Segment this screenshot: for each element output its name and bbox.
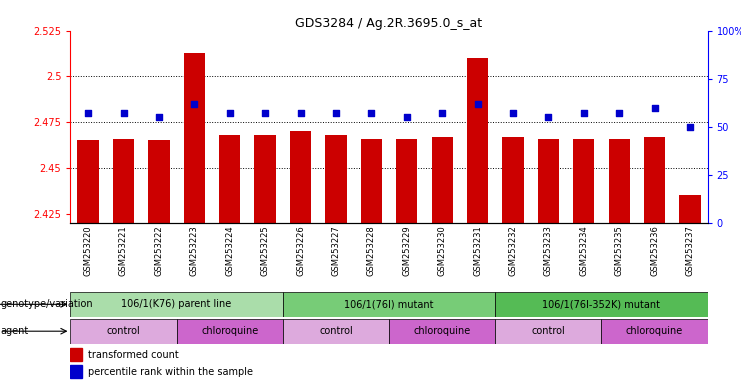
- Point: [648, 104, 660, 111]
- Text: chloroquine: chloroquine: [201, 326, 259, 336]
- Point: [401, 114, 413, 120]
- Point: [330, 110, 342, 116]
- Text: 106/1(76I) mutant: 106/1(76I) mutant: [345, 299, 433, 310]
- Point: [295, 110, 307, 116]
- Point: [436, 110, 448, 116]
- Title: GDS3284 / Ag.2R.3695.0_s_at: GDS3284 / Ag.2R.3695.0_s_at: [296, 17, 482, 30]
- Text: control: control: [319, 326, 353, 336]
- Bar: [283, 319, 389, 344]
- Bar: [608, 139, 630, 223]
- Point: [542, 114, 554, 120]
- Bar: [113, 139, 134, 223]
- Point: [224, 110, 236, 116]
- Text: percentile rank within the sample: percentile rank within the sample: [88, 367, 253, 377]
- Bar: [389, 319, 495, 344]
- Point: [684, 124, 696, 130]
- Bar: [254, 135, 276, 223]
- Text: agent: agent: [1, 326, 29, 336]
- Bar: [679, 195, 700, 223]
- Text: 106/1(76I-352K) mutant: 106/1(76I-352K) mutant: [542, 299, 660, 310]
- Bar: [361, 139, 382, 223]
- Point: [82, 110, 94, 116]
- Bar: [573, 139, 594, 223]
- Bar: [70, 348, 82, 361]
- Text: chloroquine: chloroquine: [413, 326, 471, 336]
- Bar: [325, 135, 347, 223]
- Point: [188, 101, 200, 107]
- Bar: [495, 292, 708, 317]
- Point: [614, 110, 625, 116]
- Bar: [283, 292, 495, 317]
- Bar: [502, 137, 524, 223]
- Point: [118, 110, 130, 116]
- Bar: [78, 141, 99, 223]
- Point: [507, 110, 519, 116]
- Bar: [290, 131, 311, 223]
- Text: chloroquine: chloroquine: [626, 326, 683, 336]
- Bar: [176, 319, 283, 344]
- Point: [365, 110, 377, 116]
- Point: [259, 110, 271, 116]
- Bar: [70, 319, 176, 344]
- Text: transformed count: transformed count: [88, 349, 179, 359]
- Text: control: control: [107, 326, 140, 336]
- Bar: [602, 319, 708, 344]
- Point: [578, 110, 590, 116]
- Point: [471, 101, 483, 107]
- Text: genotype/variation: genotype/variation: [1, 299, 93, 310]
- Bar: [644, 137, 665, 223]
- Bar: [495, 319, 602, 344]
- Bar: [70, 292, 283, 317]
- Bar: [538, 139, 559, 223]
- Bar: [467, 58, 488, 223]
- Bar: [148, 141, 170, 223]
- Text: 106/1(K76) parent line: 106/1(K76) parent line: [122, 299, 232, 310]
- Bar: [431, 137, 453, 223]
- Bar: [396, 139, 417, 223]
- Bar: [219, 135, 240, 223]
- Point: [153, 114, 165, 120]
- Text: control: control: [531, 326, 565, 336]
- Bar: [70, 365, 82, 379]
- Bar: [184, 53, 205, 223]
